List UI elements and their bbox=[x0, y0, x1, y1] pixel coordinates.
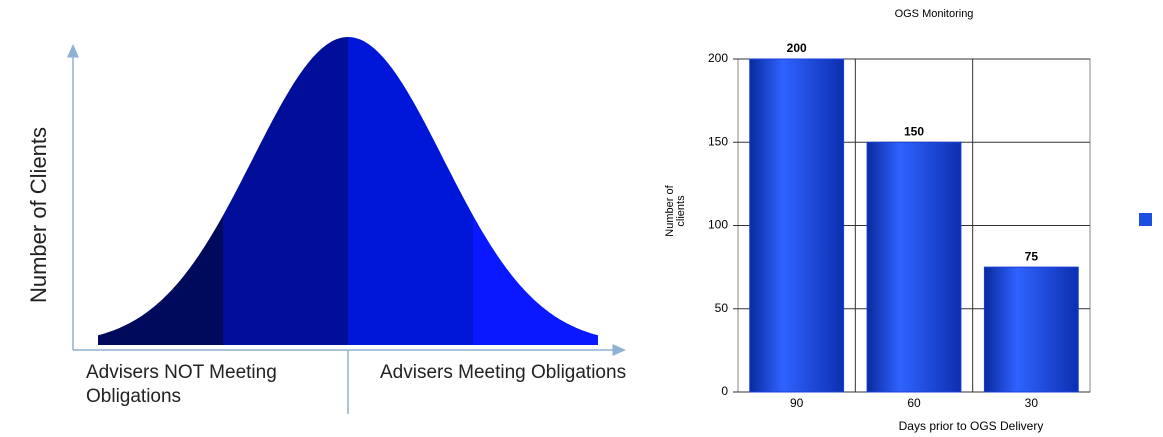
right-label: Advisers Meeting Obligations bbox=[380, 362, 627, 383]
bar bbox=[866, 141, 962, 393]
bar bbox=[749, 58, 845, 393]
y-tick-label: 150 bbox=[708, 134, 728, 148]
y-axis-label: Number of Clients bbox=[26, 127, 51, 303]
value-label: 75 bbox=[1025, 249, 1039, 263]
chart-title: OGS Monitoring bbox=[895, 8, 974, 20]
y-tick-label: 50 bbox=[715, 301, 729, 315]
x-tick-label: 30 bbox=[1025, 396, 1039, 410]
x-tick-label: 60 bbox=[907, 396, 921, 410]
legend-swatch bbox=[1139, 213, 1152, 226]
value-label: 150 bbox=[904, 124, 924, 138]
x-axis-label: Days prior to OGS Delivery bbox=[899, 419, 1044, 433]
bar bbox=[983, 266, 1079, 393]
y-tick-label: 0 bbox=[721, 384, 728, 398]
y-axis-title: Number of clients bbox=[664, 185, 687, 237]
x-tick-label: 90 bbox=[790, 396, 804, 410]
left-label: Advisers NOT Meeting Obligations bbox=[86, 362, 277, 407]
y-tick-label: 200 bbox=[708, 51, 728, 65]
bell-curve bbox=[98, 37, 598, 345]
value-label: 200 bbox=[787, 41, 807, 55]
y-tick-label: 100 bbox=[708, 218, 728, 232]
